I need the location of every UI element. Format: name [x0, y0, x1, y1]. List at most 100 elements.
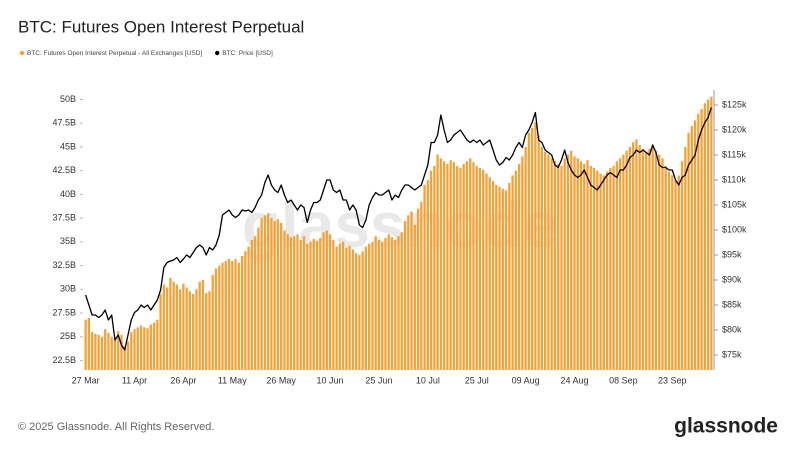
watermark: glassnode [242, 189, 559, 261]
bar [133, 329, 136, 370]
y-tick-label: 27.5B [52, 307, 76, 317]
y2-tick-label: $125k [722, 99, 747, 109]
bar [397, 236, 400, 370]
bar [387, 234, 390, 370]
y2-tick-label: $85k [722, 299, 742, 309]
y2-tick-label: $90k [722, 274, 742, 284]
bar [354, 253, 358, 370]
bar [469, 158, 472, 370]
y-tick-label: 47.5B [52, 118, 76, 128]
bar [416, 208, 420, 370]
y-tick-label: 45B [60, 141, 76, 151]
bar [165, 287, 169, 370]
y2-tick-label: $100k [722, 224, 747, 234]
x-tick-label: 11 May [218, 375, 247, 385]
bar [446, 164, 449, 370]
bar [104, 329, 107, 370]
bar [156, 319, 159, 370]
bar [482, 169, 485, 370]
bar [501, 188, 504, 370]
bar [169, 277, 172, 370]
bar [325, 230, 328, 370]
bar [126, 341, 130, 370]
bar [286, 234, 289, 370]
bar [605, 171, 609, 370]
x-tick-label: 26 May [266, 375, 296, 385]
bar [390, 237, 394, 370]
bar [632, 142, 635, 370]
bar [91, 332, 94, 370]
bar [491, 181, 495, 370]
bar [615, 161, 618, 370]
bar [110, 336, 113, 370]
bar [638, 145, 641, 370]
bar [651, 146, 654, 370]
bar [544, 151, 547, 370]
bar [130, 332, 133, 370]
y2-tick-label: $80k [722, 324, 742, 334]
bar [266, 213, 270, 370]
bar [557, 164, 560, 370]
bar [152, 322, 156, 370]
bar [368, 243, 371, 370]
bar [299, 239, 302, 370]
bar [710, 96, 713, 370]
legend-label: BTC: Futures Open Interest Perpetual - A… [27, 50, 202, 57]
bar [211, 275, 214, 370]
bar [690, 126, 693, 370]
bar [205, 293, 208, 370]
bar [485, 173, 488, 370]
bar [345, 247, 348, 370]
bar [123, 346, 126, 370]
bar [592, 167, 596, 370]
bar [175, 284, 179, 370]
bar [697, 113, 700, 370]
bar [547, 154, 550, 370]
bar [534, 122, 537, 371]
bar [433, 165, 436, 370]
bar [195, 289, 198, 370]
bar [527, 132, 531, 370]
bar [423, 184, 426, 370]
bar [700, 108, 703, 371]
bar [478, 167, 482, 370]
bar [684, 146, 687, 370]
y-tick-label: 22.5B [52, 355, 76, 365]
bar [231, 260, 234, 370]
bar [263, 215, 267, 370]
bar [403, 220, 407, 370]
bar [280, 222, 283, 370]
bar [182, 283, 185, 370]
bar [371, 241, 374, 370]
bar [172, 281, 175, 370]
bar [322, 232, 325, 370]
bar [247, 246, 250, 370]
bar [622, 154, 625, 370]
x-tick-label: 09 Aug [512, 375, 540, 385]
bar [120, 334, 123, 370]
bar [703, 103, 706, 370]
bar [540, 146, 544, 370]
bar [530, 127, 534, 371]
bar [139, 325, 143, 370]
copyright: © 2025 Glassnode. All Rights Reserved. [18, 421, 214, 433]
y2-tick-label: $120k [722, 124, 747, 134]
bar [563, 158, 566, 370]
bar [208, 291, 211, 370]
bar [693, 120, 697, 370]
bar [296, 234, 299, 370]
bar [306, 243, 309, 370]
bar [149, 324, 152, 370]
bar [201, 279, 205, 370]
bar [335, 246, 338, 370]
y2-tick-label: $115k [722, 149, 746, 159]
bar [250, 239, 253, 370]
bar [524, 146, 527, 370]
bar [521, 156, 524, 370]
bar [511, 175, 514, 370]
bar [159, 294, 162, 370]
bar [449, 160, 452, 370]
bar [312, 239, 315, 370]
bar [283, 230, 286, 370]
